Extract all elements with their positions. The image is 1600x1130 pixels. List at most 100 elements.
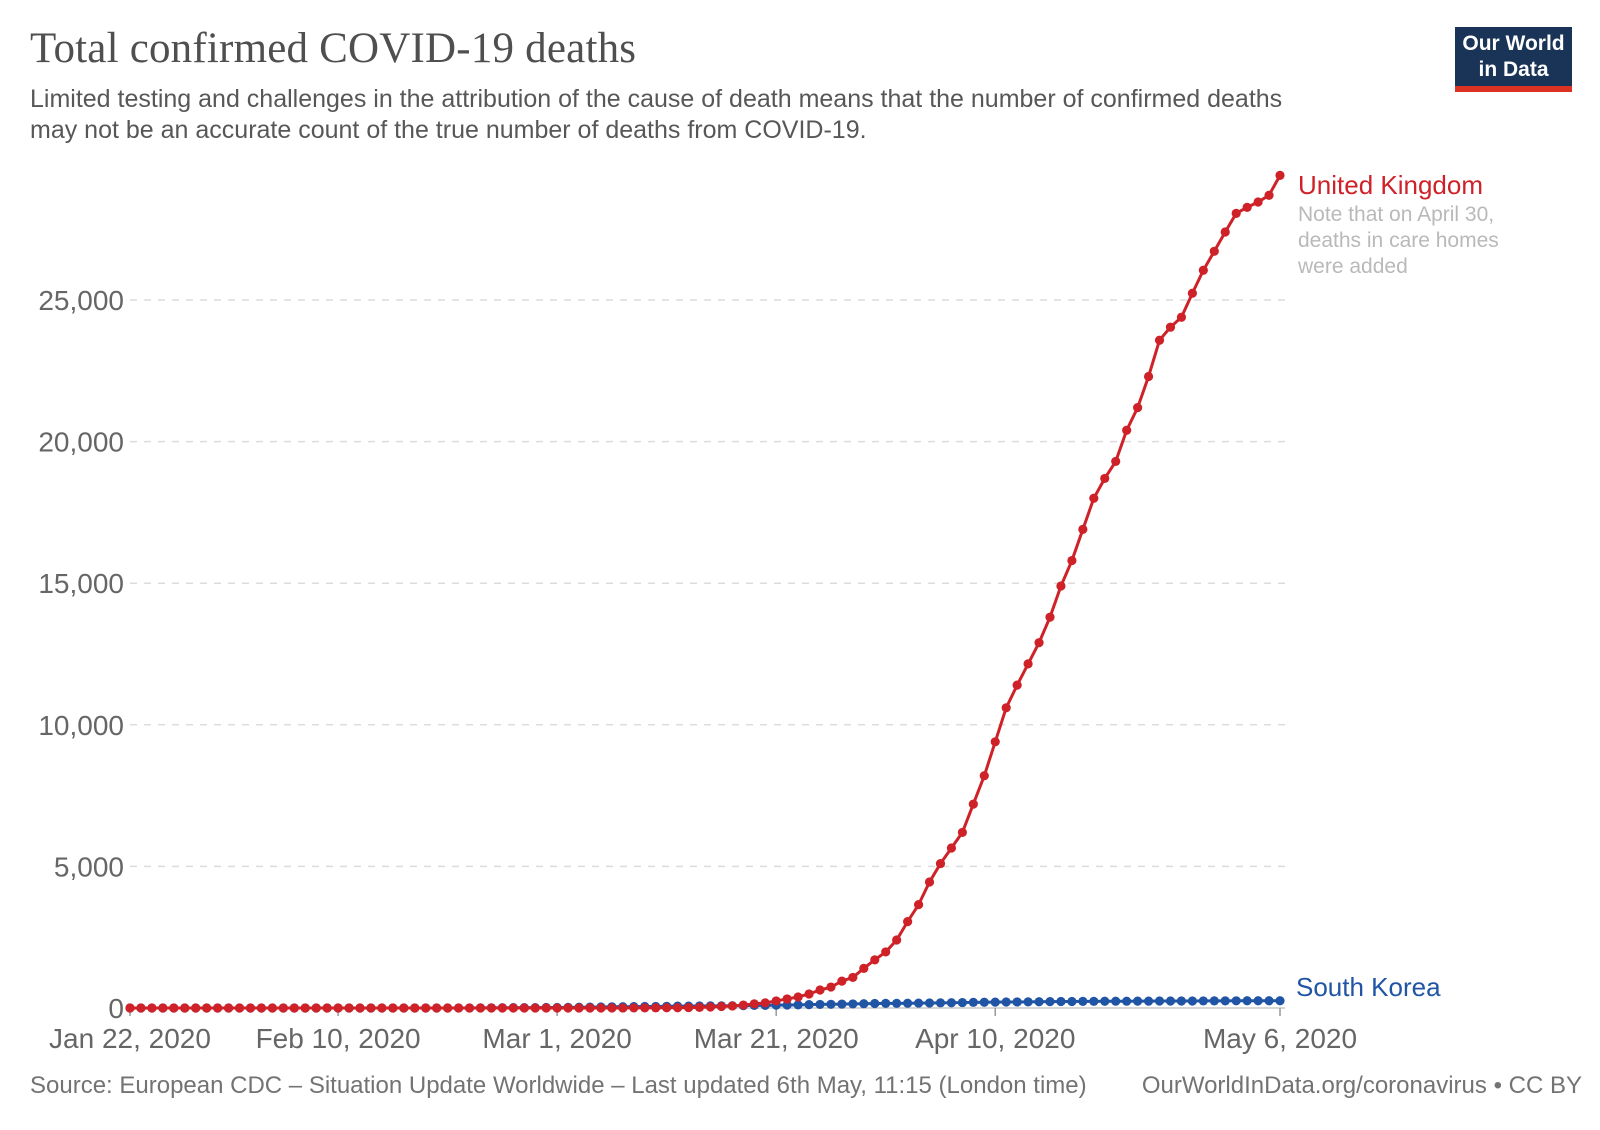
united-kingdom-point [256, 1003, 267, 1013]
south-korea-point [1187, 996, 1197, 1006]
south-korea-point [1275, 996, 1285, 1006]
x-axis-label: Mar 1, 2020 [482, 1023, 631, 1054]
south-korea-point [1253, 996, 1263, 1006]
united-kingdom-point [727, 1001, 737, 1011]
south-korea-point [859, 999, 869, 1009]
south-korea-point [990, 997, 1000, 1007]
united-kingdom-point [946, 843, 957, 853]
south-korea-point [848, 999, 858, 1009]
united-kingdom-point [673, 1003, 683, 1013]
south-korea-point [1012, 997, 1022, 1007]
united-kingdom-point [913, 900, 924, 910]
south-korea-point [1231, 996, 1241, 1006]
united-kingdom-point [881, 947, 891, 957]
united-kingdom-point [968, 799, 978, 809]
south-korea-point [1264, 996, 1274, 1006]
south-korea-point [826, 999, 836, 1009]
united-kingdom-point [1001, 703, 1011, 713]
south-korea-point [892, 998, 902, 1008]
united-kingdom-point [519, 1003, 529, 1013]
united-kingdom-point [530, 1003, 540, 1013]
united-kingdom-point [388, 1003, 398, 1013]
south-korea-point [1176, 996, 1187, 1006]
owid-logo[interactable]: Our World in Data [1455, 27, 1572, 92]
x-axis-label: Jan 22, 2020 [49, 1023, 211, 1054]
united-kingdom-point [432, 1003, 442, 1013]
united-kingdom-point [924, 877, 935, 887]
south-korea-point [1100, 996, 1110, 1006]
united-kingdom-point [333, 1003, 343, 1013]
united-kingdom-point [837, 976, 847, 986]
united-kingdom-point [979, 771, 989, 781]
owid-link[interactable]: OurWorldInData.org/coronavirus [1141, 1072, 1487, 1099]
united-kingdom-point [443, 1003, 453, 1013]
south-korea-point [957, 997, 967, 1008]
south-korea-point [1242, 996, 1252, 1006]
united-kingdom-point [1275, 170, 1285, 180]
united-kingdom-point [322, 1003, 332, 1013]
united-kingdom-point [607, 1003, 617, 1013]
south-korea-point [1165, 996, 1176, 1006]
united-kingdom-point [1023, 659, 1033, 669]
united-kingdom-point [640, 1003, 650, 1013]
united-kingdom-point [1100, 473, 1110, 484]
south-korea-point [1198, 996, 1208, 1006]
united-kingdom-point [552, 1003, 562, 1013]
united-kingdom-point [158, 1003, 168, 1013]
united-kingdom-point [1067, 555, 1077, 566]
y-axis-label: 10,000 [38, 710, 124, 741]
annotation-line-1: Note that on April 30, [1298, 203, 1495, 226]
united-kingdom-point [169, 1003, 179, 1013]
south-korea-point [1045, 997, 1055, 1007]
united-kingdom-point [935, 858, 946, 869]
united-kingdom-point [475, 1003, 486, 1013]
united-kingdom-point [903, 917, 913, 927]
south-korea-point [924, 998, 935, 1008]
united-kingdom-point [585, 1003, 595, 1013]
south-korea-point [1220, 996, 1230, 1006]
united-kingdom-point [1111, 456, 1121, 467]
united-kingdom-point [859, 963, 869, 973]
south-korea-point [815, 999, 825, 1010]
united-kingdom-point [618, 1003, 628, 1013]
y-axis-label: 20,000 [38, 427, 124, 458]
united-kingdom-point [716, 1001, 727, 1012]
united-kingdom-point [278, 1003, 288, 1013]
south-korea-point [935, 998, 946, 1008]
united-kingdom-point [782, 994, 792, 1004]
south-korea-point [1209, 996, 1219, 1006]
united-kingdom-point [957, 827, 967, 838]
south-korea-point [946, 998, 957, 1008]
united-kingdom-point [1143, 371, 1154, 382]
united-kingdom-point [191, 1003, 201, 1013]
chart-subtitle: Limited testing and challenges in the at… [30, 84, 1282, 146]
united-kingdom-point [1122, 425, 1132, 435]
united-kingdom-point [377, 1003, 387, 1013]
united-kingdom-point [1253, 197, 1263, 207]
uk-care-homes-annotation: Note that on April 30, deaths in care hom… [1298, 202, 1499, 280]
y-axis-label: 0 [108, 993, 124, 1024]
x-axis-label: Mar 21, 2020 [694, 1023, 859, 1054]
x-axis-label: May 6, 2020 [1203, 1023, 1357, 1054]
united-kingdom-point [1089, 493, 1099, 503]
united-kingdom-point [1220, 227, 1230, 237]
x-axis-label: Apr 10, 2020 [915, 1023, 1075, 1054]
united-kingdom-point [738, 1000, 748, 1010]
south-korea-point [968, 997, 978, 1007]
united-kingdom-point [1264, 190, 1274, 200]
south-korea-point [1056, 996, 1066, 1007]
united-kingdom-point [300, 1003, 310, 1013]
united-kingdom-point [1012, 680, 1022, 690]
south-korea-point [837, 999, 847, 1009]
united-kingdom-point [202, 1003, 212, 1013]
united-kingdom-point [1056, 581, 1066, 591]
united-kingdom-point [683, 1002, 694, 1013]
united-kingdom-point [1231, 208, 1241, 218]
united-kingdom-point [596, 1003, 606, 1013]
south-korea-point [793, 1000, 803, 1010]
united-kingdom-point [1133, 403, 1143, 413]
united-kingdom-point [574, 1003, 584, 1013]
subtitle-line-1: Limited testing and challenges in the at… [30, 85, 1283, 113]
united-kingdom-point [355, 1003, 365, 1013]
south-korea-point [1023, 997, 1033, 1007]
